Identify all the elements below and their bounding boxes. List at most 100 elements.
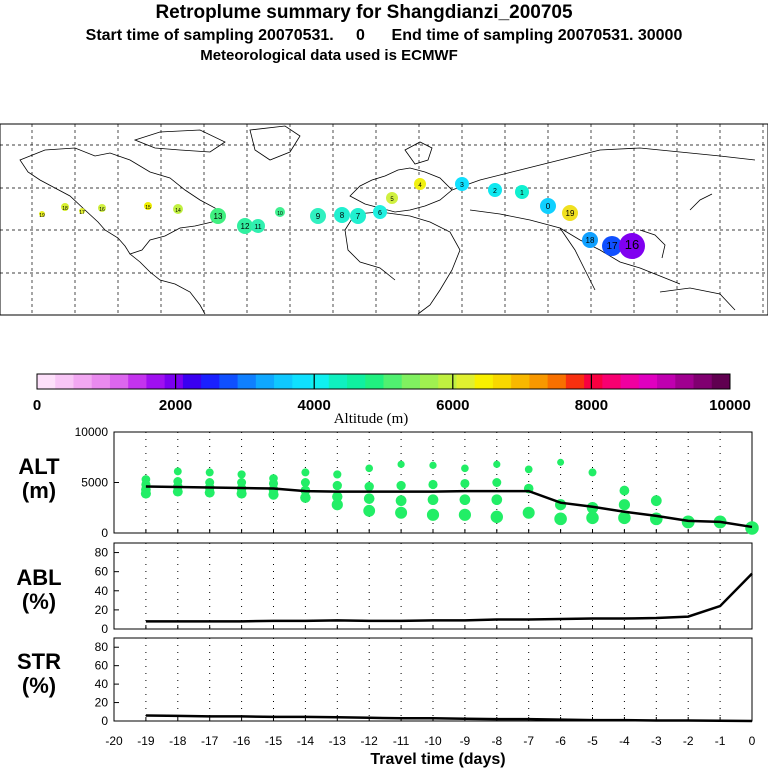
- altitude-cluster-dot: [619, 485, 630, 496]
- x-tick-label: -20: [105, 734, 123, 748]
- colorbar-swatch: [274, 374, 293, 389]
- plume-marker-label: 11: [254, 224, 261, 231]
- altitude-cluster-dot: [588, 468, 597, 477]
- colorbar-label: Altitude (m): [334, 411, 409, 427]
- altitude-cluster-dot: [429, 461, 437, 469]
- plume-marker-label: 10: [277, 211, 283, 217]
- colorbar-swatch: [292, 374, 312, 389]
- colorbar-swatch: [91, 374, 111, 389]
- colorbar-swatch: [529, 374, 549, 389]
- plume-marker: [310, 208, 326, 224]
- colorbar-tick-label: 6000: [436, 397, 469, 414]
- colorbar-swatch: [128, 374, 147, 389]
- alt-label-line1: ALT: [18, 454, 60, 479]
- colorbar-frame: [36, 373, 731, 390]
- colorbar-tick-label: 0: [33, 397, 41, 414]
- plume-marker: [251, 219, 265, 233]
- colorbar-swatch: [620, 374, 640, 389]
- colorbar-swatch: [711, 374, 731, 389]
- x-tick-label: -6: [555, 734, 566, 748]
- colorbar-swatch: [109, 374, 129, 389]
- x-tick-label: -13: [329, 734, 347, 748]
- plume-marker-label: 16: [625, 237, 639, 252]
- altitude-cluster-dot: [395, 506, 408, 519]
- plume-marker-label: 1: [520, 190, 524, 197]
- plume-marker: [275, 207, 285, 217]
- y-tick-label: 40: [95, 584, 109, 598]
- series-line-str: [145, 714, 753, 723]
- altitude-cluster-dot: [428, 479, 438, 490]
- plume-marker: [61, 203, 69, 211]
- altitude-cluster-dot: [427, 494, 439, 506]
- altitude-cluster-dot: [745, 521, 759, 535]
- y-tick-label: 5000: [81, 476, 108, 490]
- plume-marker: [455, 177, 469, 191]
- colorbar-swatch: [201, 374, 220, 389]
- altitude-cluster-dot: [141, 475, 151, 484]
- altitude-cluster-dot: [396, 480, 406, 491]
- altitude-cluster-dot: [173, 477, 183, 486]
- altitude-cluster-dot: [331, 499, 343, 511]
- x-tick-label: -9: [460, 734, 471, 748]
- x-tick-label: -7: [523, 734, 534, 748]
- y-tick-label: 0: [101, 622, 108, 636]
- colorbar-swatch: [492, 374, 512, 389]
- altitude-cluster-dot: [301, 468, 310, 477]
- y-tick-label: 40: [95, 677, 109, 691]
- colorbar-swatch: [584, 374, 603, 389]
- plume-marker-label: 4: [418, 183, 422, 189]
- panel-str: 0 20 40 60 80: [95, 637, 753, 728]
- altitude-cluster-dot: [524, 465, 533, 474]
- colorbar-swatch: [365, 374, 384, 389]
- plume-marker: [602, 236, 622, 256]
- series-line-abl: [145, 572, 753, 623]
- y-tick-label: 10000: [75, 425, 109, 439]
- x-tick-label: -14: [297, 734, 315, 748]
- altitude-cluster-dot: [460, 478, 470, 489]
- plume-marker: [350, 208, 366, 224]
- plume-marker: [98, 204, 106, 212]
- x-tick-label: -19: [137, 734, 155, 748]
- altitude-cluster-dot: [426, 508, 440, 521]
- altitude-cluster-dot: [363, 493, 375, 504]
- colorbar-swatch: [693, 374, 713, 389]
- altitude-cluster-dot: [554, 512, 567, 526]
- plume-marker-label: 9: [316, 212, 321, 221]
- altitude-cluster-dot: [237, 470, 246, 479]
- plume-marker: [373, 205, 387, 219]
- altitude-cluster-dot: [397, 460, 405, 468]
- plume-marker: [414, 178, 426, 190]
- alt-panel-label: ALT (m): [4, 455, 74, 503]
- plume-marker: [619, 233, 645, 259]
- plume-marker-label: 16: [99, 207, 105, 213]
- y-tick-label: 60: [95, 659, 109, 673]
- altitude-cluster-dot: [459, 494, 471, 506]
- colorbar-tick-label: 4000: [298, 397, 331, 414]
- x-tick-label: -1: [715, 734, 726, 748]
- altitude-cluster-dot: [586, 511, 599, 525]
- plume-marker: [79, 208, 85, 214]
- colorbar-swatch: [638, 374, 658, 389]
- altitude-cluster-dot: [333, 470, 342, 479]
- plume-marker: [210, 208, 226, 224]
- plume-marker: [39, 211, 45, 217]
- altitude-cluster-dot: [173, 467, 182, 476]
- plume-marker: [237, 218, 253, 234]
- colorbar-swatch: [657, 374, 676, 389]
- colorbar-tick-label: 10000: [709, 397, 751, 414]
- colorbar-swatch: [675, 374, 695, 389]
- altitude-cluster-dot: [237, 478, 247, 487]
- plume-marker-label: 19: [566, 209, 575, 218]
- colorbar-swatch: [55, 374, 74, 389]
- altitude-cluster-dot: [205, 478, 215, 487]
- altitude-cluster-dot: [332, 480, 342, 491]
- plume-marker-label: 18: [62, 206, 68, 212]
- colorbar-swatch: [401, 374, 421, 389]
- alt-label-line2: (m): [21, 478, 57, 503]
- plume-marker-label: 0: [546, 202, 551, 211]
- panel-abl: 0 20 40 60 80: [95, 542, 753, 636]
- coastlines: [19, 125, 756, 315]
- plume-marker-label: 3: [460, 182, 464, 189]
- x-axis-label: Travel time (days): [370, 751, 505, 768]
